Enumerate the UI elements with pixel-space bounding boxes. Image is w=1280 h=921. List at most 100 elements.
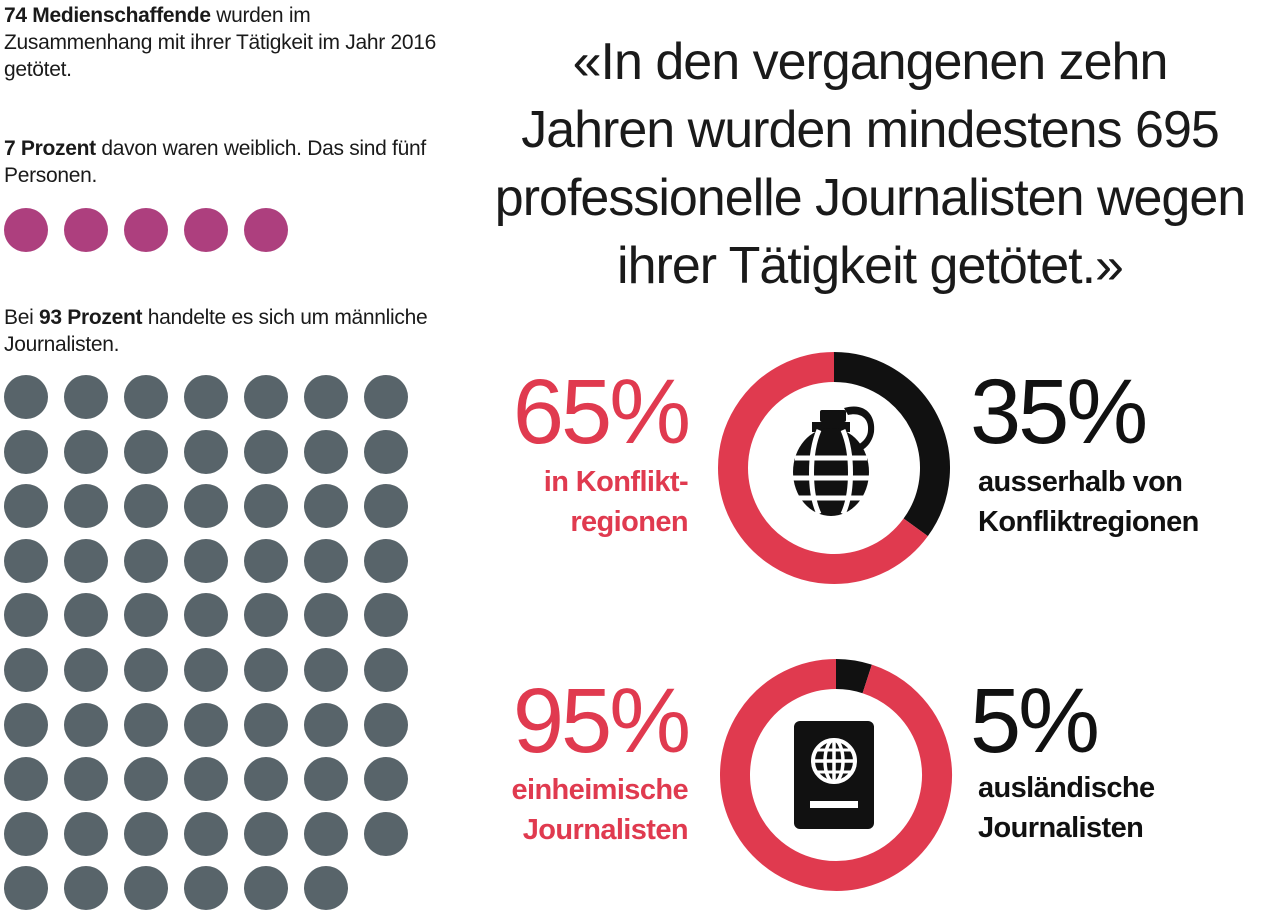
local-label-line2: Journalisten [522, 814, 689, 846]
male-person-dot [304, 538, 348, 583]
male-person-dot [64, 866, 108, 911]
foreign-label-line1: ausländische [978, 772, 1155, 804]
origin-donut-slice-major [720, 659, 952, 891]
male-person-dot [124, 484, 168, 529]
nonconflict-label: ausserhalb von Konfliktregionen [978, 462, 1199, 542]
foreign-label-line2: Journalisten [978, 812, 1144, 844]
male-person-dot [244, 647, 288, 692]
male-person-dot [304, 429, 348, 474]
male-person-dot [64, 811, 108, 856]
stat-female-text: 7 Prozent davon waren weiblich. Das sind… [4, 135, 444, 189]
male-person-dot [4, 429, 48, 474]
male-person-dot [364, 593, 408, 638]
grenade-icon-grid [793, 429, 869, 516]
male-person-dot [244, 757, 288, 802]
male-person-dot [244, 866, 288, 911]
male-person-dot [304, 811, 348, 856]
male-person-dot [304, 484, 348, 529]
stat-killed-text: 74 Medienschaffende wurden im Zusammenha… [4, 2, 444, 83]
male-person-dot [184, 757, 228, 802]
male-person-dot [244, 593, 288, 638]
male-person-dot [64, 757, 108, 802]
male-person-dot [64, 702, 108, 747]
male-person-dot [124, 811, 168, 856]
nonconflict-label-line1: ausserhalb von [978, 466, 1183, 498]
male-person-dot [364, 702, 408, 747]
female-person-dot [124, 208, 168, 252]
male-person-dot [184, 375, 228, 419]
male-person-dot [4, 647, 48, 692]
male-person-dot [304, 593, 348, 638]
male-person-dot [124, 757, 168, 802]
male-person-dot [244, 375, 288, 419]
quote-headline: «In den vergangenen zehn Jahren wurden m… [494, 33, 1246, 295]
male-person-dot [124, 429, 168, 474]
local-label: einheimische Journalisten [511, 770, 688, 850]
origin-donut-chart [720, 659, 952, 891]
male-person-dot [124, 647, 168, 692]
male-person-dot [364, 484, 408, 529]
conflict-donut-slice-major [718, 352, 928, 584]
male-person-dot [364, 538, 408, 583]
female-dot-grid [4, 208, 304, 252]
male-person-dot [64, 647, 108, 692]
female-person-dot [4, 208, 48, 252]
female-person-dot [244, 208, 288, 252]
local-percent: 95% [512, 670, 691, 772]
male-person-dot [4, 375, 48, 419]
origin-donut-slices [720, 659, 952, 891]
male-person-dot [64, 375, 108, 419]
male-person-dot [244, 702, 288, 747]
stat-male-bold: 93 Prozent [39, 306, 143, 329]
origin-donut-slice-minor [835, 659, 872, 694]
male-person-dot [4, 757, 48, 802]
male-person-dot [4, 593, 48, 638]
male-person-dot [4, 702, 48, 747]
male-person-dot [304, 757, 348, 802]
male-person-dot [304, 866, 348, 911]
male-person-dot [304, 702, 348, 747]
conflict-label-line2: regionen [570, 506, 688, 538]
male-person-dot [4, 484, 48, 529]
conflict-donut-slices [718, 352, 950, 584]
male-person-dot [244, 429, 288, 474]
stat-killed-rest: wurden im Zusammenhang mit ihrer Tätigke… [4, 4, 436, 81]
male-person-dot [124, 538, 168, 583]
male-person-dot [124, 866, 168, 911]
stat-male-pre: Bei [4, 306, 39, 329]
stat-male-text: Bei 93 Prozent handelte es sich um männl… [4, 304, 444, 358]
female-person-dot [184, 208, 228, 252]
male-person-dot [184, 484, 228, 529]
male-person-dot [364, 647, 408, 692]
conflict-percent: 65% [512, 361, 691, 463]
male-person-dot [184, 702, 228, 747]
stat-female-bold: 7 Prozent [4, 137, 96, 160]
stat-female-rest: davon waren weiblich. Das sind fünf Pers… [4, 137, 426, 187]
conflict-donut-chart [718, 352, 950, 584]
male-dot-grid [4, 375, 424, 921]
nonconflict-percent: 35% [970, 361, 1148, 463]
male-person-dot [184, 538, 228, 583]
male-person-dot [364, 811, 408, 856]
male-person-dot [244, 538, 288, 583]
foreign-label: ausländische Journalisten [978, 768, 1155, 848]
male-person-dot [184, 811, 228, 856]
male-person-dot [364, 375, 408, 419]
conflict-label: in Konflikt-regionen [543, 462, 689, 542]
nonconflict-label-line2: Konfliktregionen [978, 506, 1199, 538]
male-person-dot [124, 375, 168, 419]
male-person-dot [304, 375, 348, 419]
male-person-dot [4, 811, 48, 856]
male-person-dot [184, 593, 228, 638]
male-person-dot [64, 484, 108, 529]
conflict-label-line1: in Konflikt- [543, 466, 689, 498]
male-person-dot [244, 811, 288, 856]
male-person-dot [364, 757, 408, 802]
male-person-dot [64, 538, 108, 583]
male-person-dot [124, 702, 168, 747]
male-person-dot [184, 866, 228, 911]
male-person-dot [364, 429, 408, 474]
passport-icon [794, 721, 874, 829]
stat-killed-bold: 74 Medienschaffende [4, 4, 211, 27]
local-label-line1: einheimische [511, 774, 688, 806]
